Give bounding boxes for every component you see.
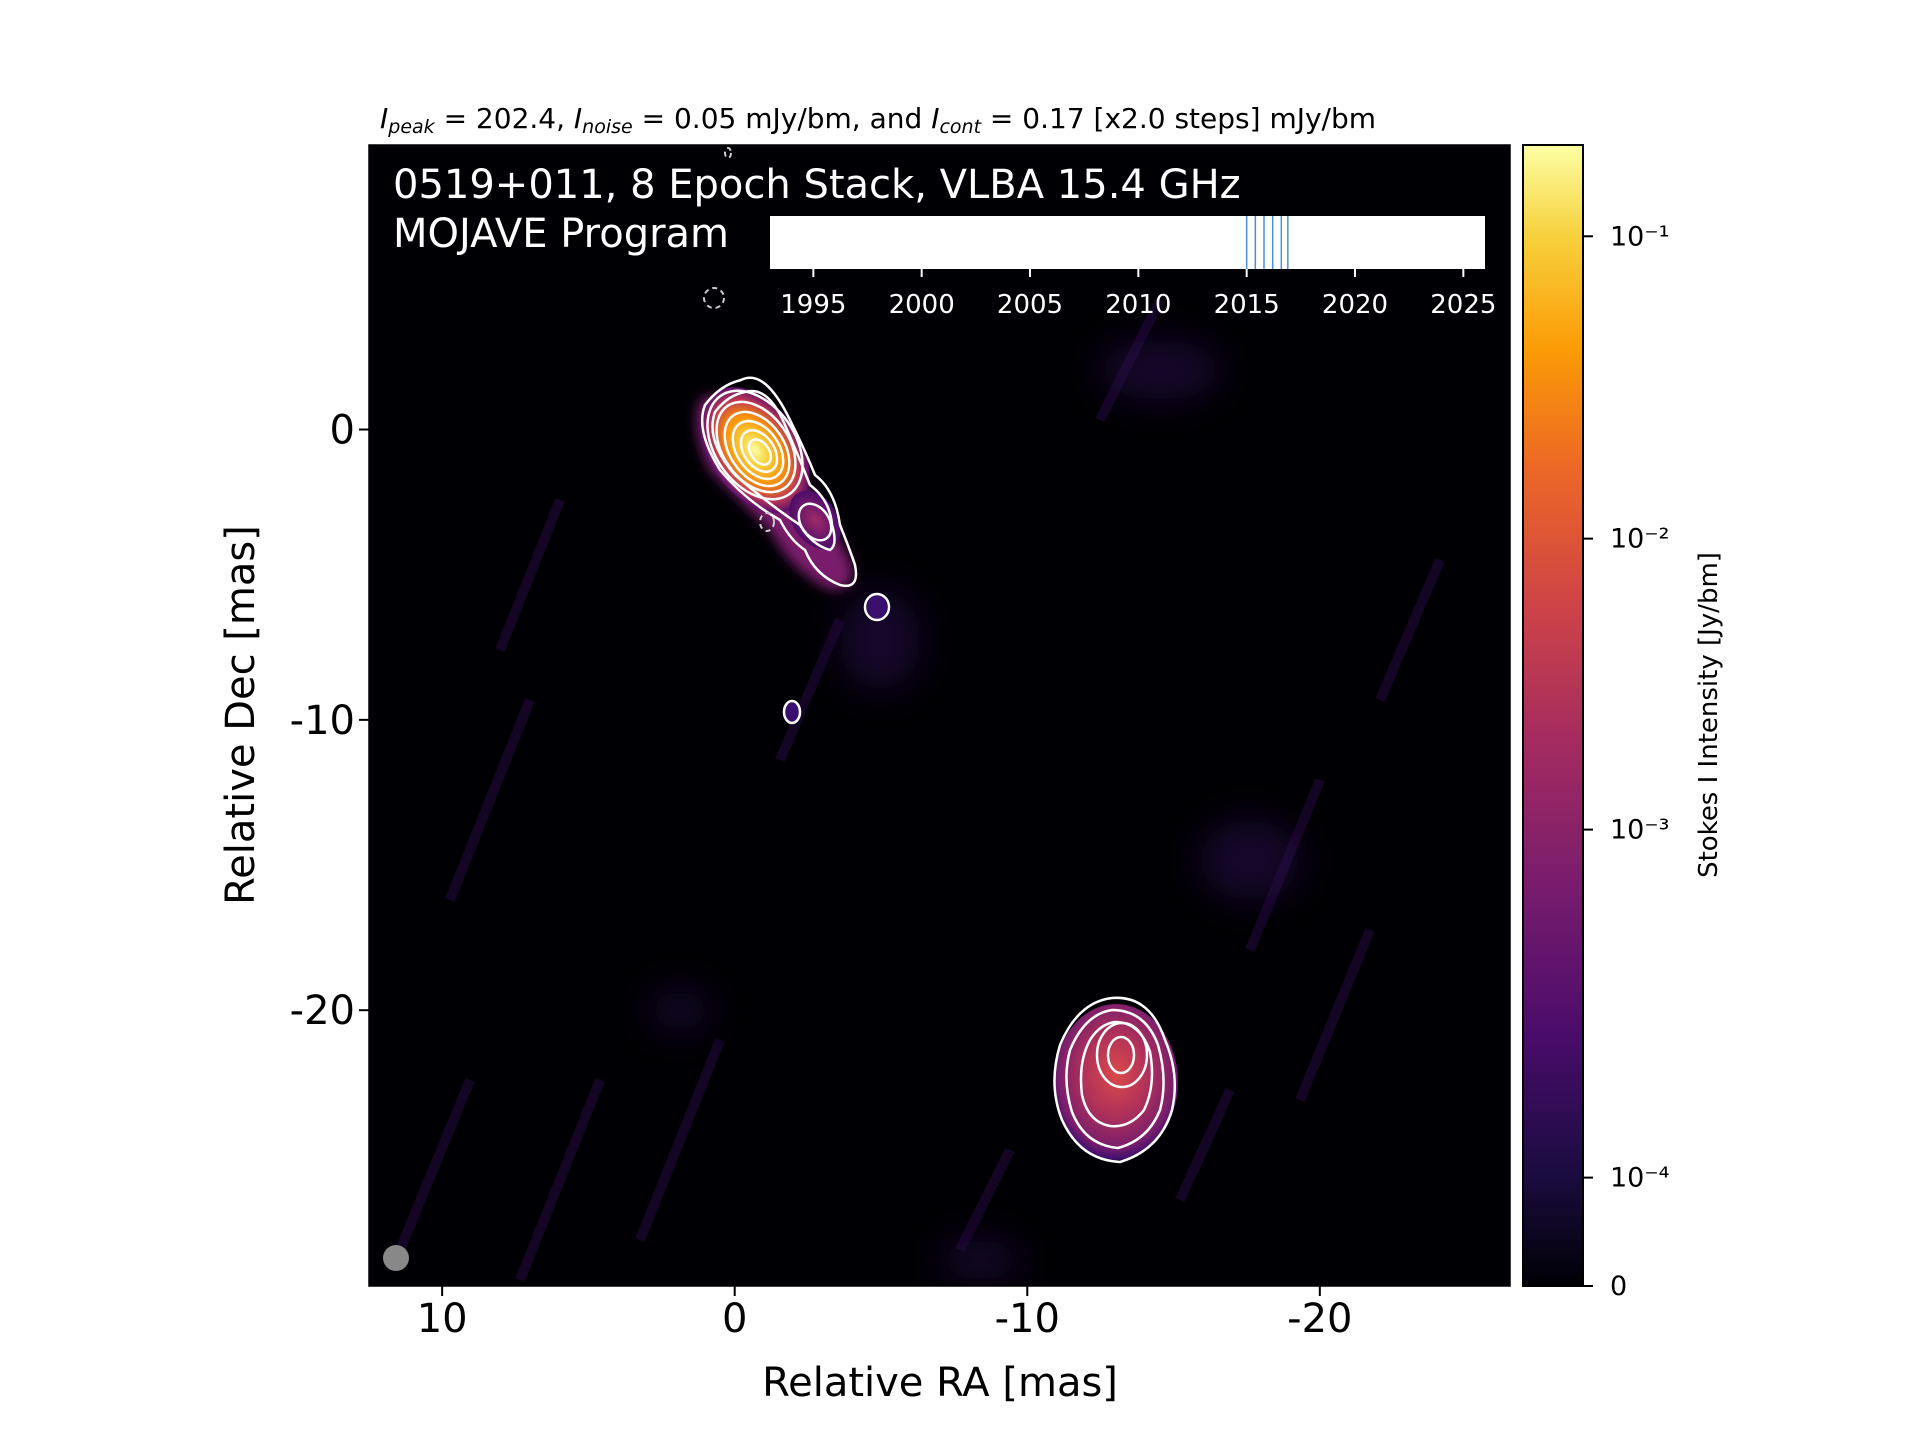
epoch-timeline: 1995 2000 2005 2010 2015 2020 2025 bbox=[770, 216, 1496, 320]
core-contours bbox=[700, 376, 891, 725]
colorbar-label: Stokes I Intensity [Jy/bm] bbox=[1694, 552, 1724, 878]
plot-area bbox=[369, 145, 1510, 1286]
timeline-ticks: 1995 2000 2005 2010 2015 2020 2025 bbox=[780, 269, 1496, 320]
x-tick-label: 0 bbox=[722, 1296, 747, 1342]
colorbar-tick-label: 0 bbox=[1610, 1271, 1627, 1302]
contour-knot-2 bbox=[863, 592, 891, 622]
noise-blotches bbox=[650, 340, 1300, 1280]
timeline-tick-label: 2000 bbox=[889, 290, 955, 320]
colorbar-tick-label: 10⁻¹ bbox=[1610, 221, 1669, 252]
timeline-tick-label: 2005 bbox=[997, 290, 1063, 320]
x-tick-label: -20 bbox=[1287, 1296, 1352, 1342]
x-axis-label: Relative RA [mas] bbox=[762, 1360, 1118, 1406]
timeline-box bbox=[770, 216, 1485, 269]
colorbar: 10⁻¹ 10⁻² 10⁻³ 10⁻⁴ 0 Stokes I Intensity [Jy… bbox=[1522, 144, 1724, 1302]
contour-blob bbox=[782, 699, 802, 725]
negative-contours bbox=[703, 147, 775, 532]
y-tick-label: -10 bbox=[290, 698, 355, 744]
timeline-tick-label: 2025 bbox=[1430, 290, 1496, 320]
plot-caption: Ipeak = 202.4, Inoise = 0.05 mJy/bm, and… bbox=[380, 102, 1377, 138]
y-axis-label: Relative Dec [mas] bbox=[218, 525, 264, 905]
x-tick-label: -10 bbox=[995, 1296, 1060, 1342]
beam-ellipse bbox=[383, 1245, 409, 1271]
y-tick-label: 0 bbox=[330, 408, 355, 454]
timeline-tick-label: 1995 bbox=[780, 290, 846, 320]
jet-knot-2-glow bbox=[867, 595, 887, 619]
x-axis-ticks: 10 0 -10 -20 bbox=[417, 1286, 1353, 1342]
timeline-tick-label: 2020 bbox=[1322, 290, 1388, 320]
colorbar-tick-label: 10⁻² bbox=[1610, 524, 1669, 555]
image-layer: 0519+011, 8 Epoch Stack, VLBA 15.4 GHz M… bbox=[383, 147, 1496, 1282]
epoch-lines bbox=[1245, 216, 1289, 269]
y-axis-ticks: 0 -10 -20 bbox=[290, 408, 369, 1034]
source-title: 0519+011, 8 Epoch Stack, VLBA 15.4 GHz bbox=[393, 162, 1241, 208]
y-tick-label: -20 bbox=[290, 988, 355, 1034]
colorbar-ticks: 10⁻¹ 10⁻² 10⁻³ 10⁻⁴ 0 bbox=[1583, 221, 1669, 1302]
blob-glow bbox=[784, 701, 800, 723]
colorbar-tick-label: 10⁻³ bbox=[1610, 815, 1669, 846]
timeline-tick-label: 2015 bbox=[1214, 290, 1280, 320]
timeline-tick-label: 2010 bbox=[1105, 290, 1171, 320]
colorbar-tick-label: 10⁻⁴ bbox=[1610, 1163, 1669, 1194]
program-label: MOJAVE Program bbox=[393, 211, 729, 257]
x-tick-label: 10 bbox=[417, 1296, 468, 1342]
southern-contours bbox=[1053, 996, 1177, 1164]
plot-frame bbox=[368, 144, 1511, 1287]
colorbar-gradient bbox=[1522, 144, 1584, 1287]
southern-component bbox=[1053, 996, 1178, 1164]
